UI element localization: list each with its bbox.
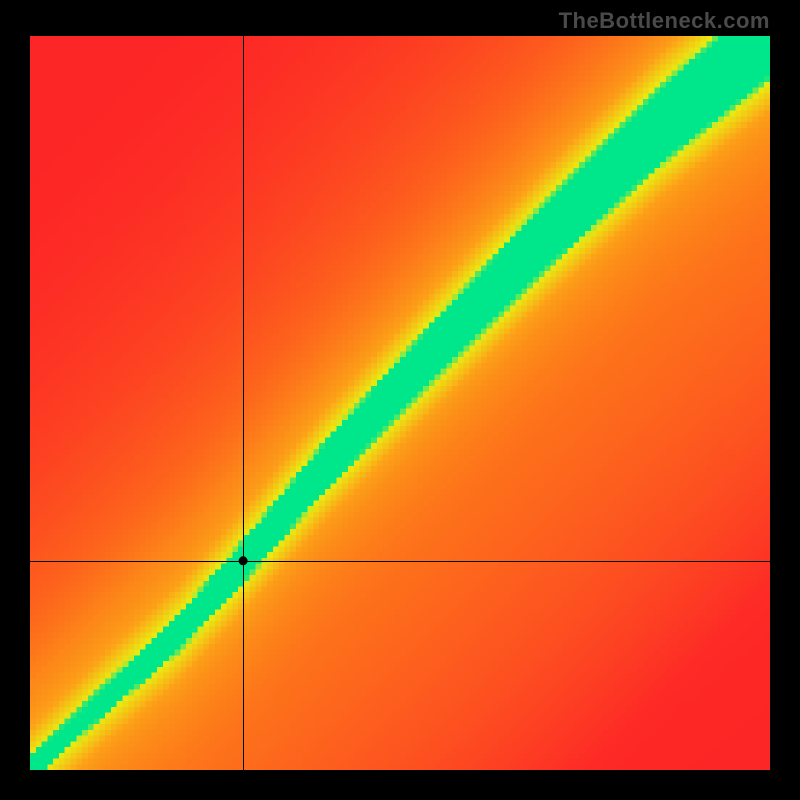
crosshair-overlay [30, 36, 770, 770]
plot-area [30, 36, 770, 770]
watermark-text: TheBottleneck.com [559, 8, 770, 34]
chart-frame: TheBottleneck.com [0, 0, 800, 800]
